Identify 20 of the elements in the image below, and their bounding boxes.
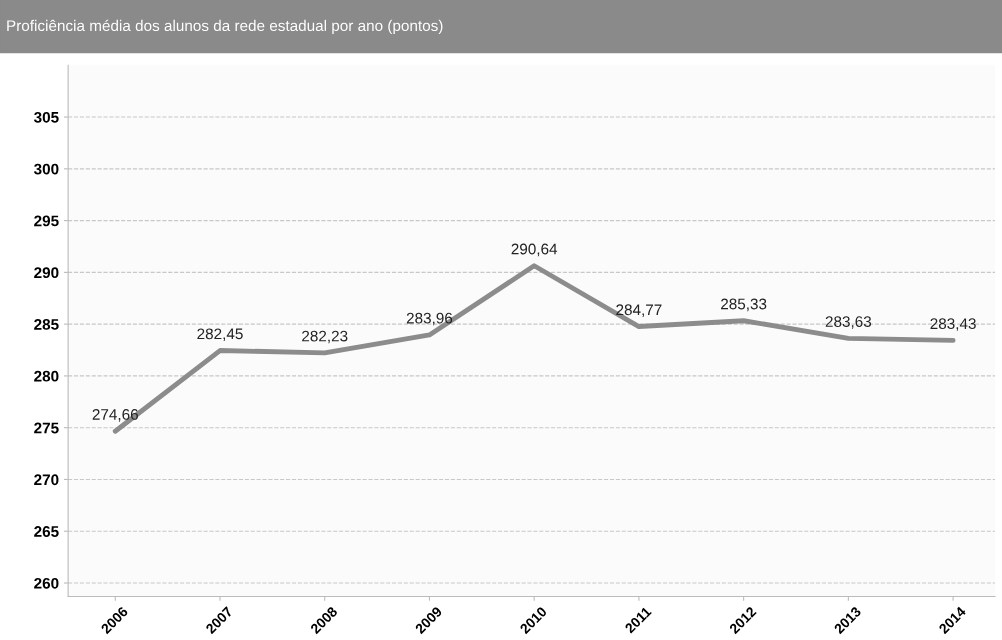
- y-tick-label: 285: [34, 319, 59, 330]
- data-label: 282,45: [197, 328, 243, 342]
- y-tick-label: 280: [34, 370, 59, 382]
- y-tick-label: 260: [34, 577, 59, 589]
- chart-title: Proficiência média dos alunos da rede estadual por ano (pontos): [7, 19, 443, 35]
- data-label: 274,66: [92, 409, 138, 422]
- data-label: 290,64: [511, 243, 558, 257]
- y-tick-label: 300: [33, 163, 59, 175]
- y-tick-label: 265: [34, 526, 59, 537]
- data-label: 282,23: [302, 330, 348, 344]
- data-label: 283,43: [930, 318, 976, 331]
- y-tick-label: 295: [34, 215, 59, 227]
- y-tick-label: 290: [34, 267, 59, 279]
- y-tick-label: 275: [34, 422, 59, 434]
- y-tick-label: 270: [34, 474, 59, 486]
- data-label: 283,96: [406, 312, 453, 326]
- data-label: 283,63: [825, 316, 872, 329]
- data-label: 285,33: [721, 298, 767, 312]
- y-tick-label: 305: [33, 111, 59, 123]
- data-label: 284,77: [616, 304, 662, 317]
